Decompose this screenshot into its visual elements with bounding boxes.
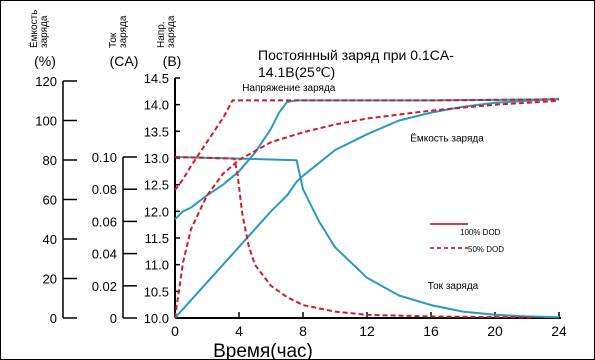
current-axis-unit: (CA) (110, 53, 139, 69)
series-line-100dod (174, 97, 560, 319)
voltage-tick-label: 12.0 (144, 204, 169, 219)
chart-title: Постоянный заряд при 0.1CA- (258, 47, 454, 63)
chart-title: 14.1В(25℃) (258, 64, 335, 80)
capacity-tick-label: 120 (35, 74, 57, 89)
current-tick-label: 0.02 (92, 279, 117, 294)
series-line-100dod (174, 156, 560, 319)
voltage-tick-label: 11.0 (145, 258, 169, 273)
current-tick-label: 0.08 (92, 182, 117, 197)
voltage-tick-label: 11.5 (145, 231, 169, 246)
current-tick-label: 0.04 (92, 247, 117, 262)
series-line-50dod (174, 98, 560, 191)
series-line-50dod (174, 156, 536, 319)
capacity-tick-label: 80 (43, 153, 57, 168)
voltage-tick-label: 14.5 (144, 71, 169, 86)
voltage-axis-header: заряда (166, 15, 177, 48)
voltage-tick-label: 14.0 (144, 98, 169, 113)
current-tick-label: 0.06 (92, 214, 117, 229)
x-axis-title: Время(час) (213, 341, 313, 360)
current-axis-header: Ток (108, 32, 119, 48)
curve-label: Напряжение заряда (242, 83, 336, 94)
voltage-axis-header: Напр. (156, 21, 167, 48)
series-line-50dod (174, 99, 560, 319)
capacity-tick-label: 100 (35, 114, 57, 129)
x-tick-label: 8 (299, 323, 307, 339)
legend-label: 50% DOD (468, 245, 504, 254)
capacity-tick-label: 60 (43, 193, 57, 208)
capacity-tick-label: 20 (43, 272, 57, 287)
current-axis-header: заряда (118, 15, 129, 48)
capacity-axis-unit: (%) (34, 53, 56, 69)
x-tick-label: 16 (423, 323, 439, 339)
current-tick-label: 0 (110, 311, 117, 326)
voltage-tick-label: 13.5 (144, 124, 169, 139)
voltage-axis-unit: (В) (163, 53, 182, 69)
voltage-tick-label: 13.0 (144, 151, 169, 166)
x-tick-label: 12 (359, 323, 375, 339)
current-tick-label: 0.10 (92, 150, 117, 165)
curve-label: Ёмкость заряда (410, 133, 484, 145)
capacity-tick-label: 0 (50, 311, 57, 326)
x-tick-label: 20 (487, 323, 503, 339)
curve-label: Ток заряда (428, 281, 479, 292)
capacity-axis-header: заряда (39, 15, 50, 48)
x-tick-label: 4 (235, 323, 243, 339)
x-tick-label: 24 (551, 323, 567, 339)
capacity-axis-header: Ёмкость (28, 10, 40, 48)
legend-label: 100% DOD (460, 228, 501, 237)
x-tick-label: 0 (171, 323, 179, 339)
voltage-tick-label: 10.5 (144, 284, 169, 299)
voltage-tick-label: 10.0 (144, 311, 169, 326)
capacity-tick-label: 40 (43, 232, 57, 247)
voltage-tick-label: 12.5 (144, 178, 169, 193)
